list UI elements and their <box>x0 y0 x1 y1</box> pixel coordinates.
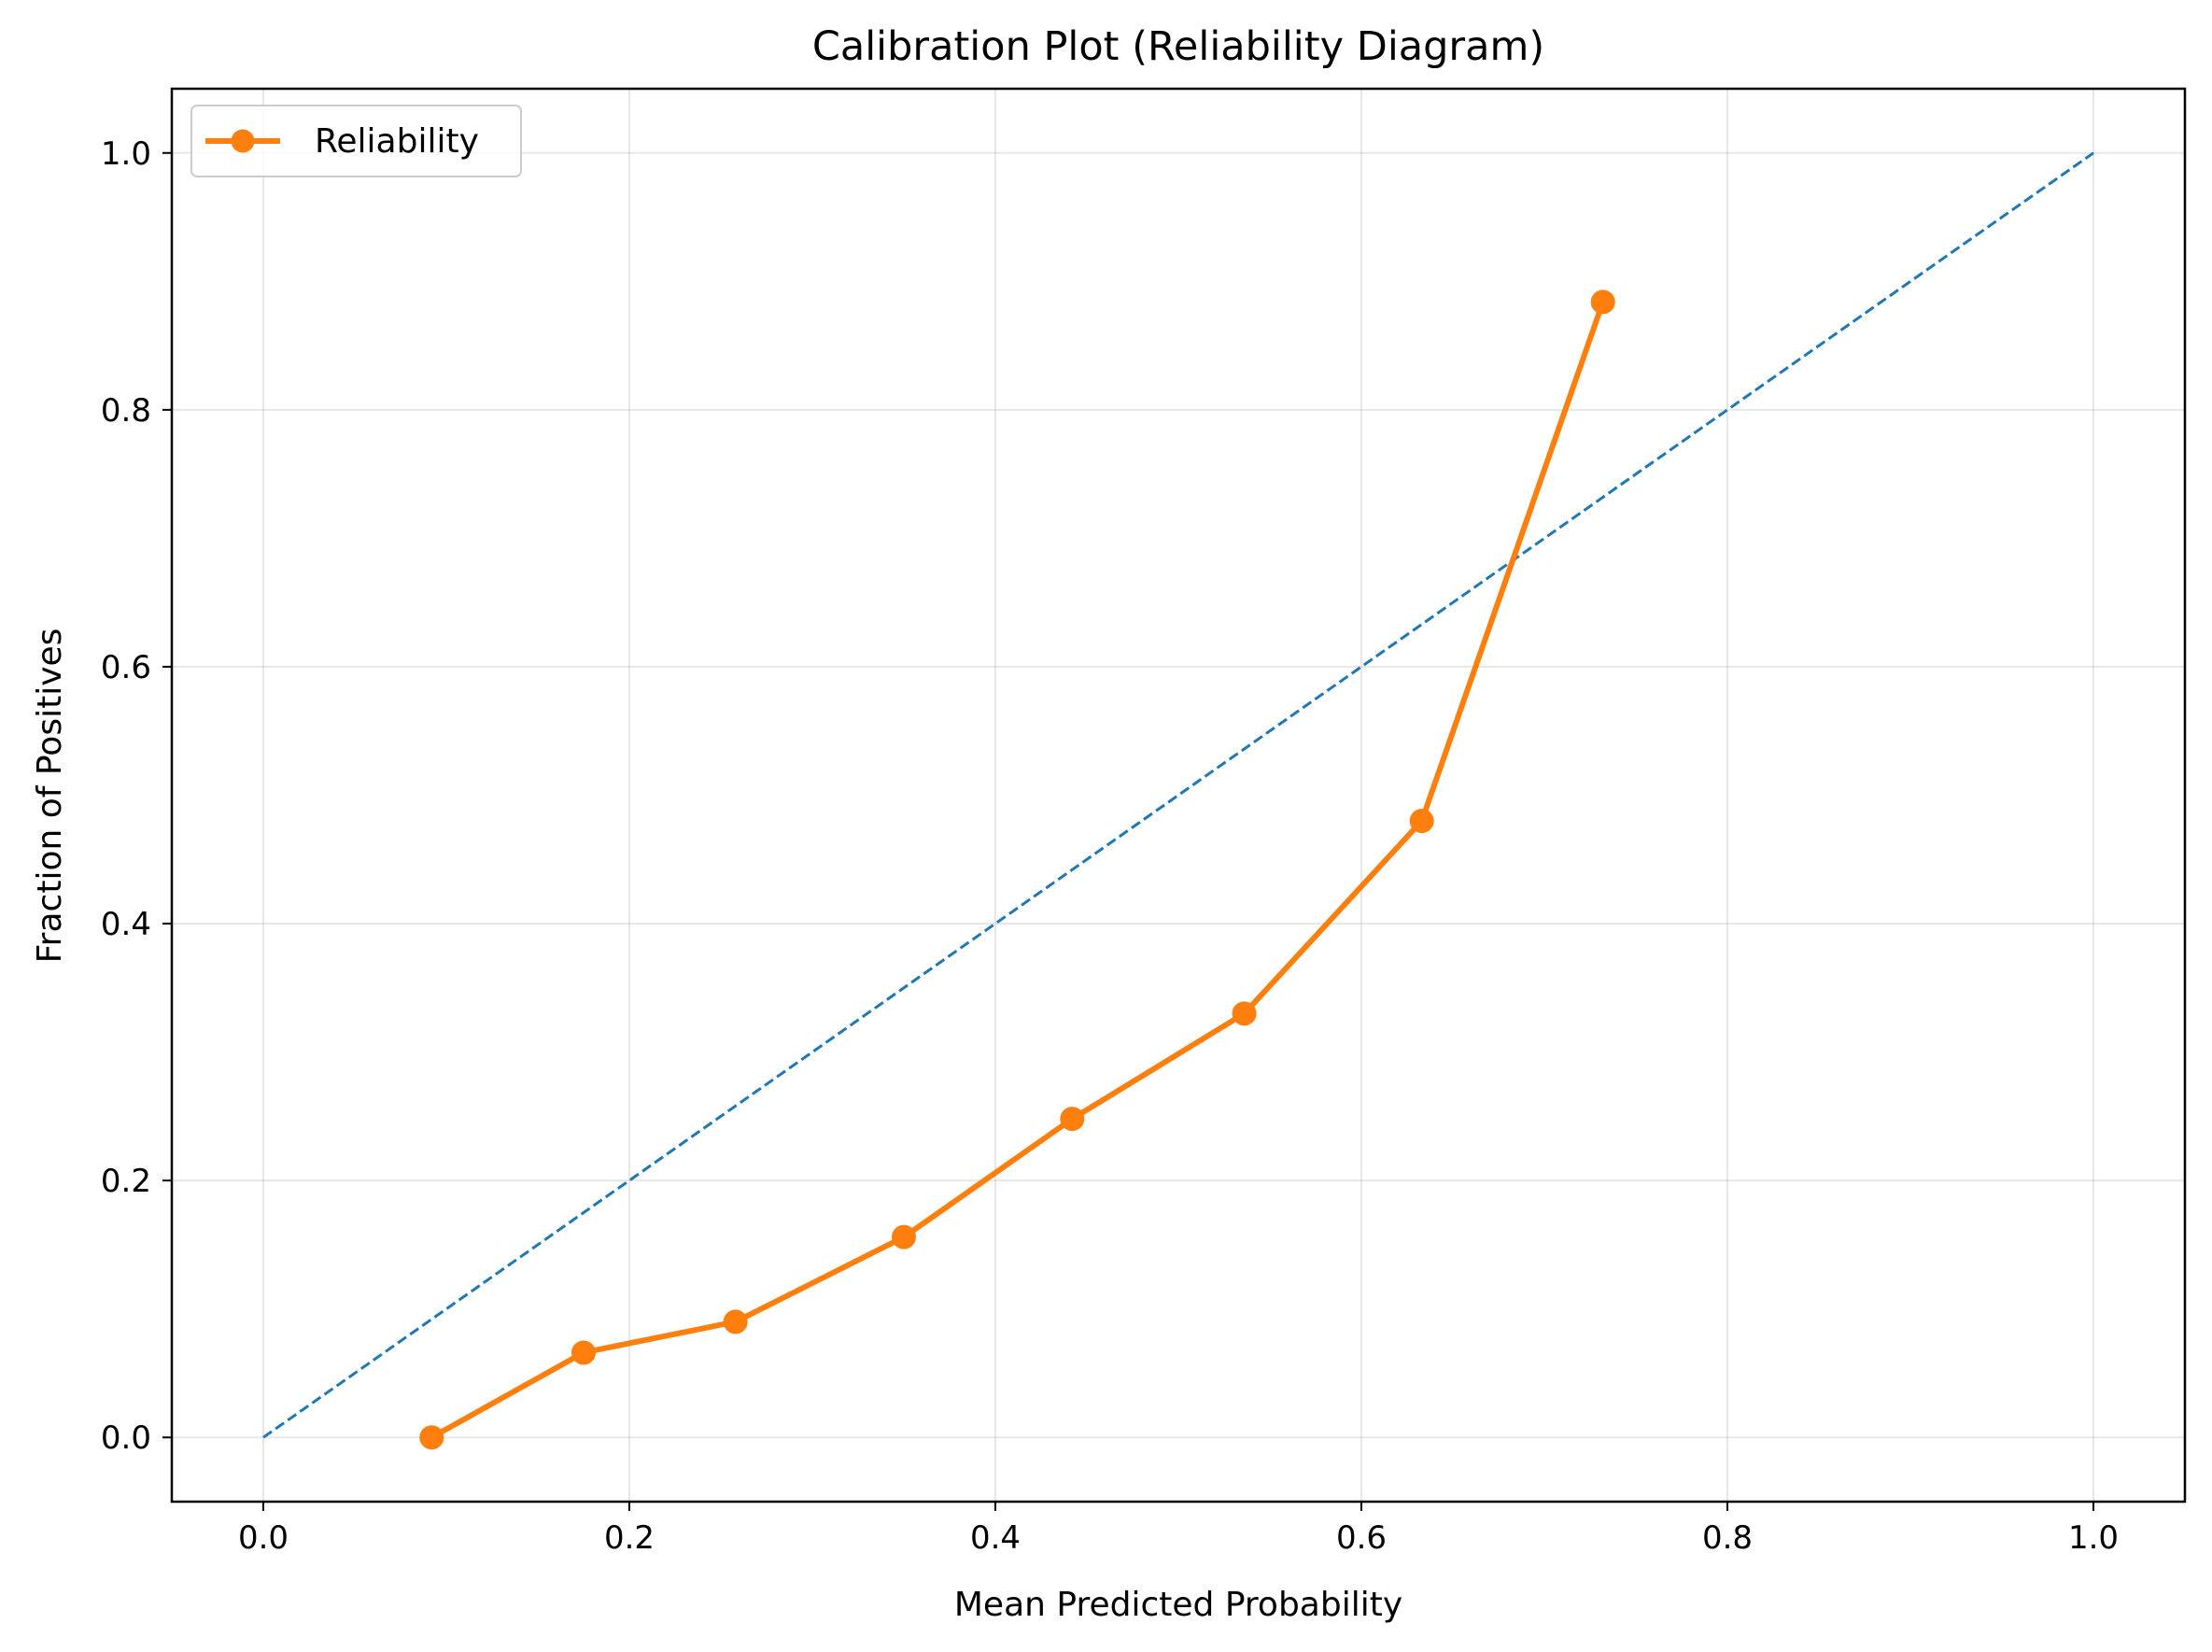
y-axis-label: Fraction of Positives <box>31 628 69 964</box>
x-tick-label: 0.2 <box>604 1519 655 1557</box>
x-tick-label: 0.8 <box>1702 1519 1753 1557</box>
x-axis-label: Mean Predicted Probability <box>954 1586 1402 1624</box>
reliability-point <box>419 1425 444 1450</box>
legend: Reliability <box>190 105 522 177</box>
reliability-point <box>1060 1107 1085 1132</box>
axes: 0.0 0.2 0.4 0.6 0.8 1.0 0.0 0.2 0.4 0.6 0.8 1.0 <box>101 87 2187 1557</box>
x-tick-label: 0.4 <box>970 1519 1021 1557</box>
series-layer <box>419 289 1615 1450</box>
y-tick-label: 0.0 <box>101 1419 151 1457</box>
y-tick-label: 0.8 <box>101 392 151 430</box>
x-tick-label: 1.0 <box>2068 1519 2119 1557</box>
x-tick-label: 0.6 <box>1336 1519 1387 1557</box>
y-tick-label: 1.0 <box>101 135 151 173</box>
legend-label: Reliability <box>315 122 479 161</box>
reliability-point <box>571 1340 596 1365</box>
chart-title: Calibration Plot (Reliability Diagram) <box>812 23 1544 70</box>
legend-marker-swatch <box>231 129 255 153</box>
y-tick-label: 0.4 <box>101 906 151 943</box>
y-tick-label: 0.6 <box>101 649 151 686</box>
reliability-point <box>1409 809 1434 834</box>
legend-box <box>190 105 522 177</box>
reliability-point <box>892 1224 916 1250</box>
reliability-point <box>1590 289 1615 315</box>
reliability-line <box>428 298 1607 1442</box>
x-tick-label: 0.0 <box>238 1519 289 1557</box>
reliability-point <box>1232 1001 1257 1026</box>
reliability-point <box>723 1309 748 1334</box>
y-tick-label: 0.2 <box>101 1163 151 1200</box>
plot-frame <box>170 87 2187 1504</box>
